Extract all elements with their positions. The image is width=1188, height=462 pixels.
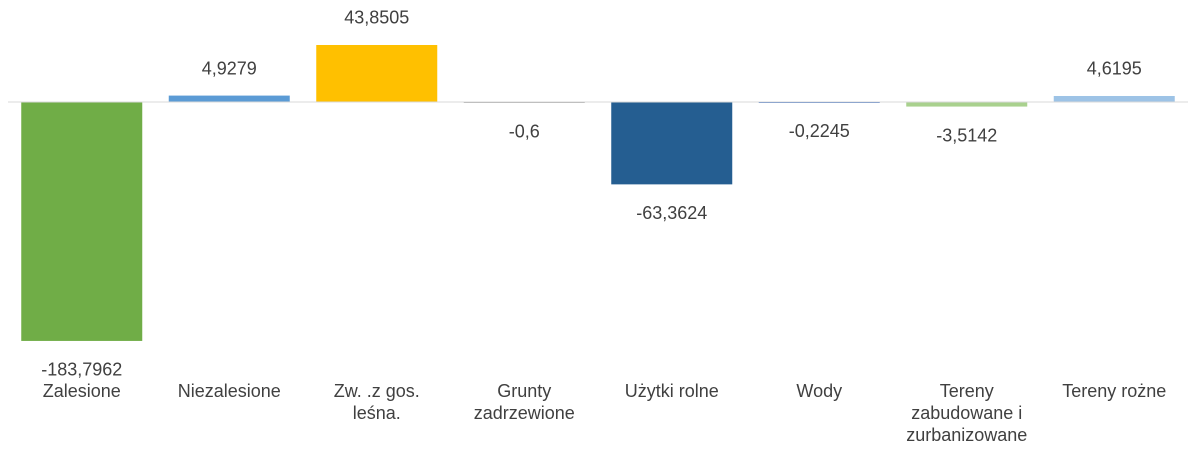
label-line: Użytki rolne [625, 381, 719, 401]
x-tick-label: Wody [796, 381, 842, 401]
bar [316, 44, 438, 102]
bar [1053, 95, 1175, 102]
label-line: zurbanizowane [906, 425, 1027, 445]
data-label: -183,7962 [41, 360, 122, 380]
data-label: -0,6 [509, 122, 540, 142]
label-line: zadrzewione [474, 403, 575, 423]
data-label: 4,9279 [202, 58, 257, 78]
x-tick-label: Grunty zadrzewione [474, 381, 575, 423]
label-line: leśna. [353, 403, 401, 423]
data-label: 43,8505 [344, 8, 409, 28]
x-tick-label: Tereny zabudowane i zurbanizowane [906, 381, 1027, 445]
data-label: 4,6195 [1087, 59, 1142, 79]
data-label: -0,2245 [789, 121, 850, 141]
label-line: Zalesione [43, 381, 121, 401]
label-line: Niezalesione [178, 381, 281, 401]
label-line: Grunty [497, 381, 551, 401]
x-tick-label: Użytki rolne [625, 381, 719, 401]
bar [906, 102, 1028, 107]
bar [168, 95, 290, 102]
label-line: Tereny [940, 381, 994, 401]
data-label: -63,3624 [636, 203, 707, 223]
x-tick-label: Zalesione [43, 381, 121, 401]
label-line: zabudowane i [911, 403, 1022, 423]
label-line: Tereny rożne [1062, 381, 1166, 401]
x-tick-label: Niezalesione [178, 381, 281, 401]
data-label: -3,5142 [936, 125, 997, 145]
bar [21, 102, 143, 341]
x-tick-label: Tereny rożne [1062, 381, 1166, 401]
label-line: Zw. .z gos. [334, 381, 420, 401]
x-tick-label: Zw. .z gos. leśna. [334, 381, 420, 423]
bar [611, 102, 733, 185]
label-line: Wody [796, 381, 842, 401]
